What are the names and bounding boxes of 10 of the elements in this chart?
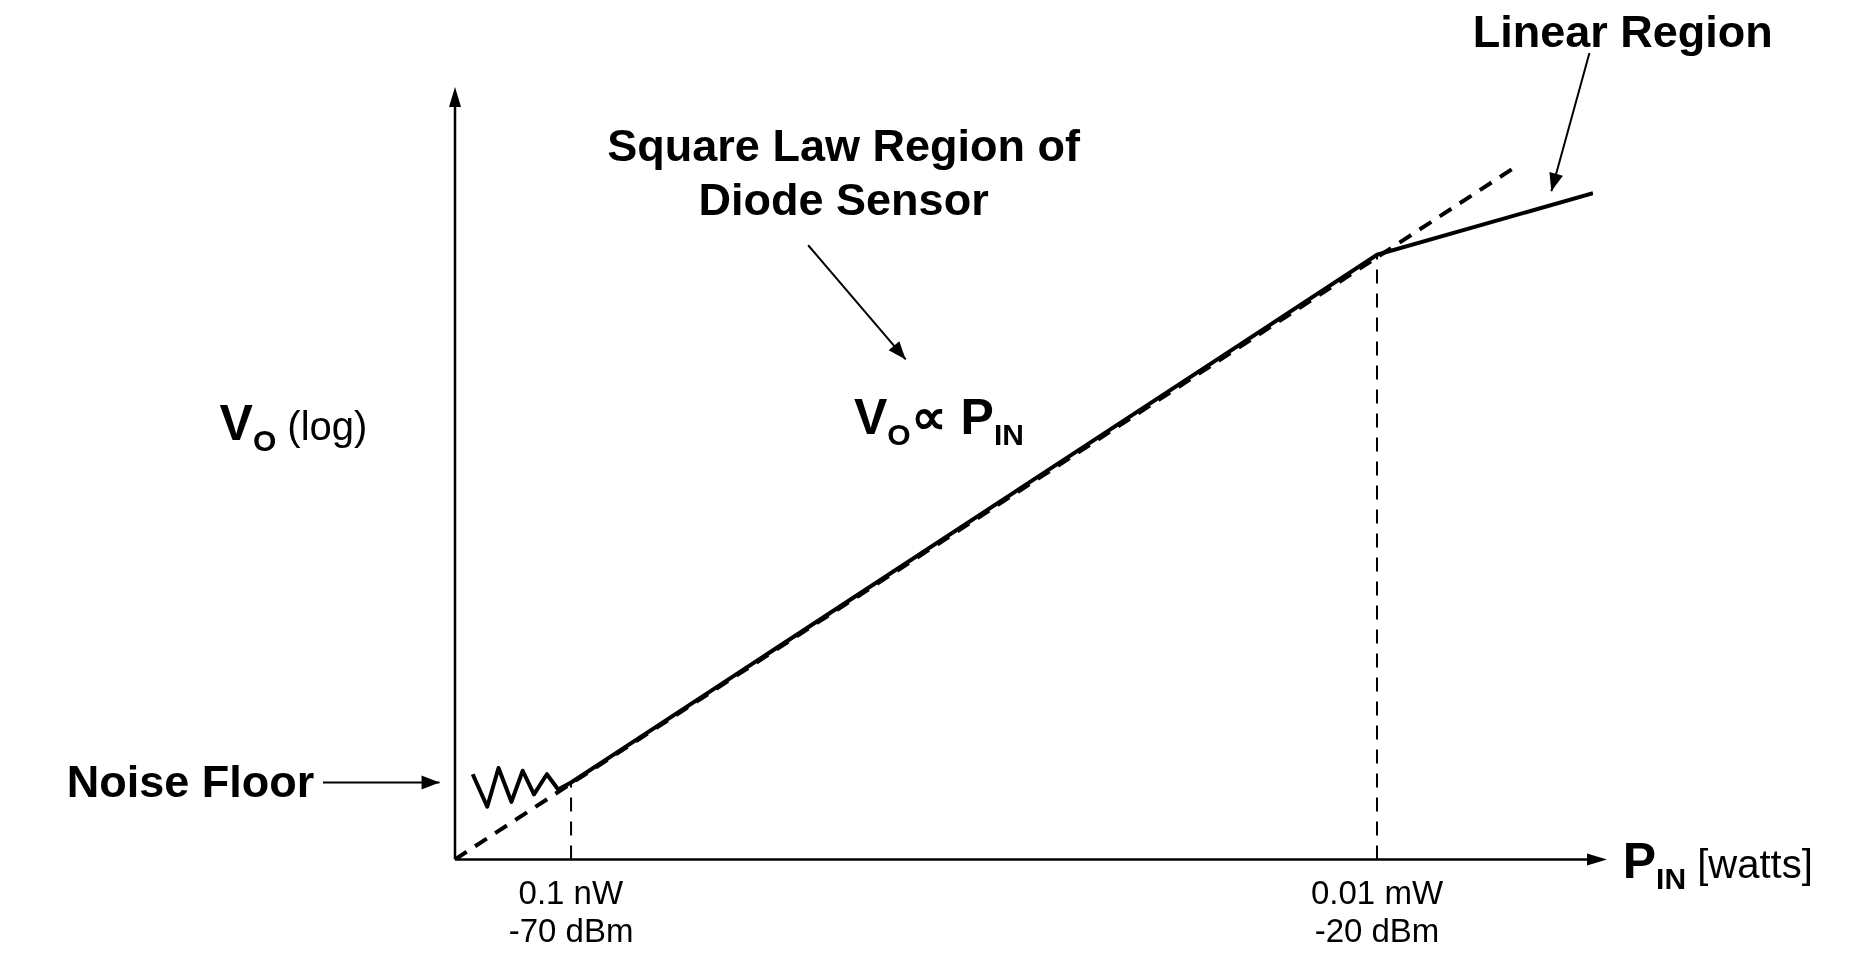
annotation: Square Law Region of Diode Sensor: [607, 119, 1080, 228]
annotation: V$_{O}$∝ P$_{IN}$: [853, 387, 1024, 452]
x-axis-title: P$_{IN}$ [watts]: [1622, 832, 1813, 897]
x-tick-label: -70 dBm: [508, 912, 634, 950]
y-axis-title: V$_{O}$ (log): [219, 393, 368, 458]
text: Linear Region: [1472, 5, 1773, 60]
x-tick-label: -20 dBm: [1314, 912, 1440, 950]
text: 0.1 nW: [518, 873, 624, 913]
text: Noise Floor: [66, 755, 315, 810]
text: 0.01 mW: [1311, 873, 1444, 913]
